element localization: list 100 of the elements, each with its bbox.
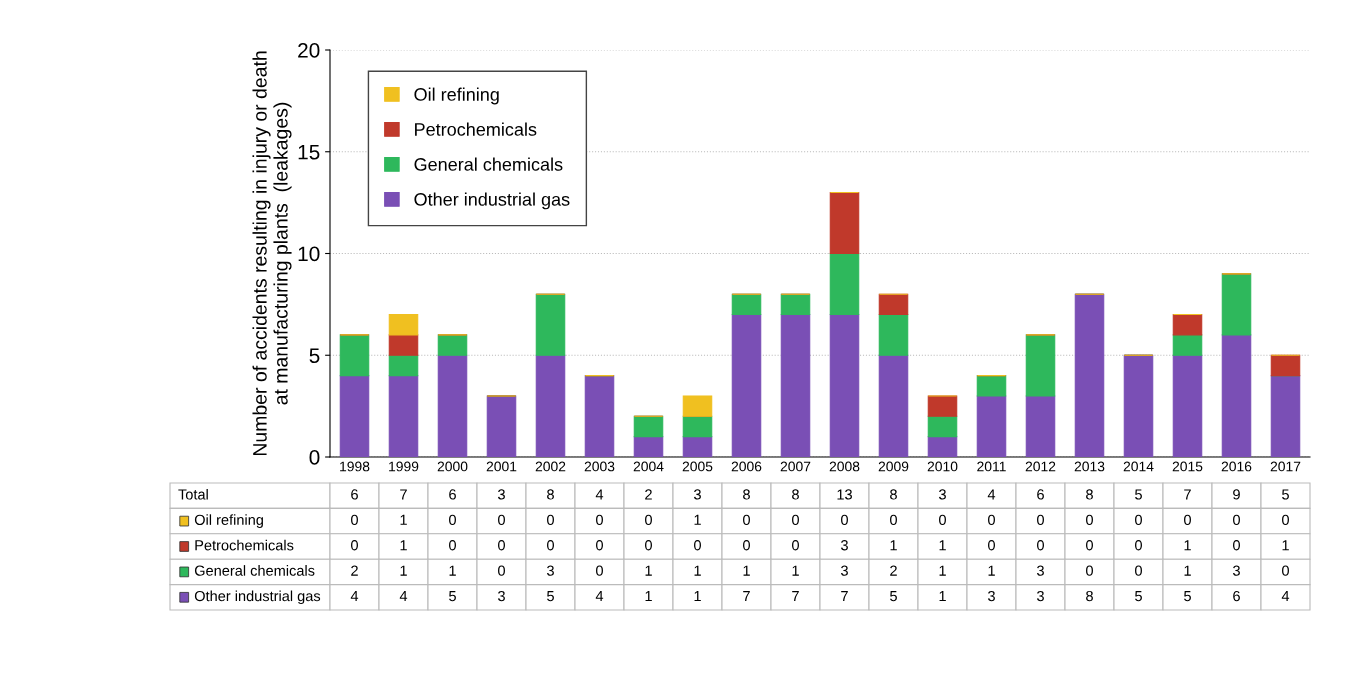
data-label: 0 <box>596 540 603 551</box>
legend-label: Petrochemicals <box>415 122 537 136</box>
data-label: 1 <box>988 565 995 576</box>
y-tick-label: 10 <box>298 246 320 262</box>
data-label: 0 <box>1184 514 1191 526</box>
data-label: 0 <box>841 514 848 526</box>
data-label: 0 <box>1233 540 1240 551</box>
x-tick-label: 1999 <box>389 461 419 472</box>
data-label: 0 <box>1086 565 1093 576</box>
data-label: 1 <box>743 565 750 576</box>
total-label: 13 <box>837 489 852 500</box>
data-label: 0 <box>939 514 946 526</box>
data-label: 4 <box>1281 591 1290 602</box>
y-tick-label: 0 <box>309 450 320 465</box>
total-label: 8 <box>890 489 897 500</box>
data-label: 1 <box>449 565 456 576</box>
data-label: 3 <box>547 565 554 576</box>
x-tick-label: 2015 <box>1172 461 1203 472</box>
total-label: 7 <box>1184 489 1191 500</box>
text: Other industrial gas <box>194 590 321 605</box>
data-label: 0 <box>1233 514 1240 526</box>
total-label: 6 <box>449 489 456 500</box>
legend-label: Oil refining <box>414 87 499 105</box>
data-label: 6 <box>1233 590 1240 602</box>
data-label: 1 <box>890 540 897 551</box>
x-tick-label: 2010 <box>927 461 958 472</box>
data-label: 4 <box>399 591 408 602</box>
data-label: 0 <box>1037 540 1044 551</box>
data-label: 2 <box>351 565 358 576</box>
data-label: 0 <box>1282 565 1289 576</box>
data-label: 0 <box>1282 514 1289 526</box>
x-tick-label: 2001 <box>486 461 517 472</box>
data-label: 1 <box>939 591 946 602</box>
x-tick-label: 2004 <box>633 461 664 472</box>
data-label: 2 <box>890 565 897 576</box>
data-label: 1 <box>1184 540 1191 551</box>
data-label: 0 <box>1037 514 1044 526</box>
x-tick-label: 2011 <box>977 461 1006 472</box>
data-label: 0 <box>890 514 897 526</box>
data-label: 0 <box>449 514 456 526</box>
x-tick-label: 2007 <box>780 461 811 472</box>
data-label: 0 <box>1135 565 1142 576</box>
data-label: 0 <box>498 514 505 526</box>
data-label: 5 <box>890 591 897 602</box>
y-tick-label: 15 <box>298 144 320 160</box>
data-label: 0 <box>645 540 652 551</box>
x-tick-label: 2016 <box>1221 461 1252 472</box>
data-label: 0 <box>792 514 799 526</box>
data-label: 3 <box>841 565 848 576</box>
x-tick-label: 2000 <box>437 461 468 472</box>
data-label: 5 <box>1135 591 1142 602</box>
total-label: 6 <box>1037 489 1044 500</box>
legend-label: General chemicals <box>414 157 563 171</box>
data-label: 0 <box>547 540 554 551</box>
data-label: 7 <box>743 591 750 602</box>
y-tick-label: 5 <box>309 348 320 363</box>
data-label: 3 <box>498 590 505 602</box>
data-label: 1 <box>694 565 701 576</box>
total-label: 4 <box>595 489 604 500</box>
text: Total <box>178 488 208 500</box>
x-tick-label: 2003 <box>584 461 615 472</box>
data-label: 0 <box>547 514 554 526</box>
total-label: 8 <box>1086 489 1093 500</box>
text: General chemicals <box>194 565 315 576</box>
data-label: 0 <box>645 514 652 526</box>
y-axis-title: Number of accidents resulting in injury or death at manufacturing plants (leakages) <box>252 51 292 456</box>
total-label: 3 <box>498 489 505 500</box>
x-tick-label: 1998 <box>340 461 370 472</box>
x-tick-label: 2005 <box>682 461 713 472</box>
data-label: 3 <box>1037 590 1044 602</box>
total-label: 3 <box>939 489 946 500</box>
total-label: 5 <box>1282 489 1289 500</box>
legend-label: Other industrial gas <box>414 192 570 210</box>
data-label: 1 <box>939 540 946 551</box>
data-label: 1 <box>694 591 701 602</box>
data-label: 3 <box>1037 565 1044 576</box>
x-tick-label: 2017 <box>1270 461 1301 472</box>
data-label: 0 <box>498 565 505 576</box>
x-tick-label: 2008 <box>829 461 860 472</box>
data-label: 5 <box>1184 591 1191 602</box>
data-label: 0 <box>1135 514 1142 526</box>
total-label: 5 <box>1135 489 1142 500</box>
x-tick-label: 2006 <box>731 461 762 472</box>
data-label: 0 <box>694 540 701 551</box>
data-label: 1 <box>645 565 652 576</box>
total-label: 8 <box>792 489 799 500</box>
data-label: 0 <box>449 540 456 551</box>
total-label: 4 <box>987 489 996 500</box>
data-label: 0 <box>351 514 358 526</box>
data-label: 0 <box>1135 540 1142 551</box>
data-label: 0 <box>596 565 603 576</box>
total-label: 6 <box>351 489 358 500</box>
data-label: 1 <box>400 540 407 551</box>
data-label: 1 <box>939 565 946 576</box>
data-label: 8 <box>1086 590 1093 602</box>
data-label: 3 <box>988 590 995 602</box>
data-label: 5 <box>449 591 456 602</box>
x-tick-label: 2014 <box>1123 461 1154 472</box>
data-label: 0 <box>498 540 505 551</box>
data-label: 1 <box>400 514 407 525</box>
